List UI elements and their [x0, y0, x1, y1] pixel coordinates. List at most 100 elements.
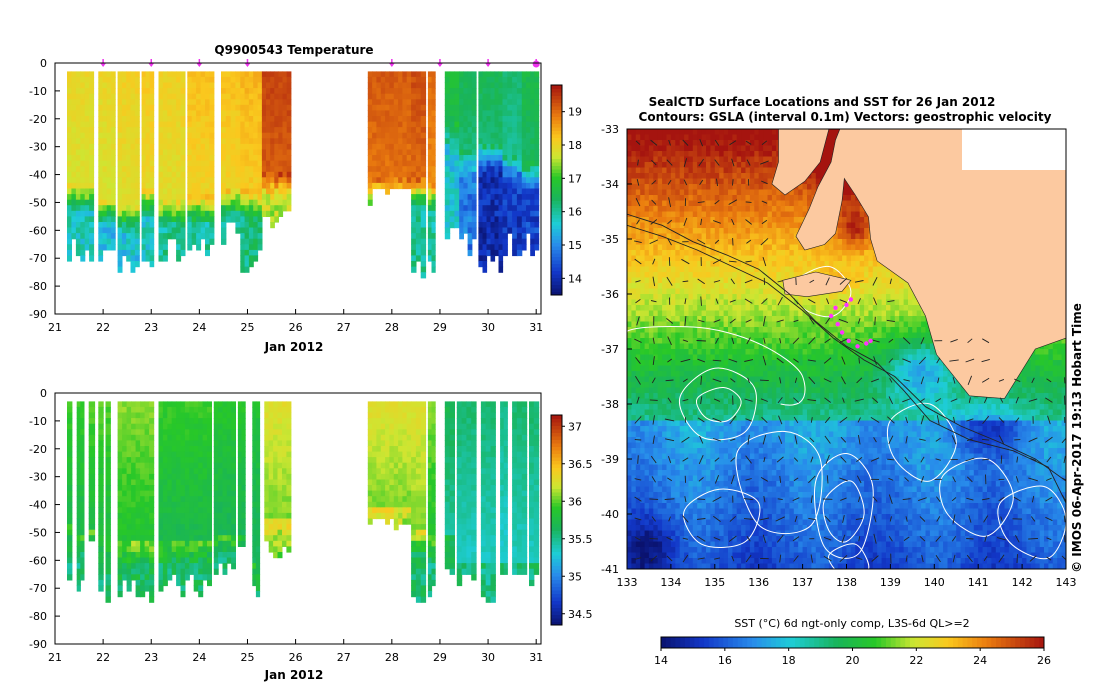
profile-cell — [144, 512, 150, 520]
profile-cell — [467, 160, 473, 167]
profile-cell — [411, 401, 417, 408]
profile-cell — [167, 194, 173, 201]
profile-cell — [205, 199, 210, 206]
profile-cell — [193, 412, 199, 419]
profile-cell — [126, 104, 132, 111]
profile-cell — [482, 155, 488, 162]
profile-cell — [149, 479, 155, 486]
profile-cell — [67, 574, 73, 581]
profile-cell — [529, 524, 535, 531]
profile-cell — [533, 412, 540, 419]
profile-cell — [266, 155, 271, 162]
profile-cell — [533, 496, 540, 503]
profile-cell — [71, 222, 77, 229]
profile-cell — [526, 110, 531, 117]
profile-cell — [398, 149, 403, 156]
profile-cell — [282, 462, 287, 469]
profile-cell — [521, 244, 527, 251]
profile-cell — [449, 524, 455, 531]
colorbar-band — [551, 464, 562, 468]
profile-cell — [171, 552, 177, 559]
profile-cell — [402, 512, 408, 520]
profile-cell — [482, 182, 488, 190]
profile-cell — [516, 233, 523, 240]
profile-cell — [198, 568, 204, 575]
profile-cell — [241, 423, 246, 430]
profile-cell — [420, 104, 427, 111]
profile-cell — [80, 233, 86, 240]
profile-cell — [140, 496, 146, 503]
profile-cell — [180, 591, 186, 598]
profile-cell — [230, 127, 236, 134]
profile-cell — [427, 188, 433, 195]
profile-cell — [512, 457, 518, 464]
profile-cell — [80, 512, 85, 520]
profile-cell — [213, 518, 219, 525]
profile-cell — [255, 585, 261, 592]
profile-cell — [385, 518, 390, 525]
profile-cell — [494, 199, 500, 206]
profile-cell — [380, 104, 386, 111]
profile-cell — [106, 205, 112, 212]
profile-cell — [126, 233, 132, 240]
profile-cell — [286, 468, 292, 475]
profile-cell — [149, 138, 155, 145]
profile-cell — [180, 490, 186, 497]
profile-cell — [191, 82, 197, 89]
profile-cell — [67, 116, 72, 123]
profile-cell — [516, 440, 523, 447]
profile-cell — [126, 429, 132, 436]
profile-cell — [117, 127, 123, 134]
profile-cell — [282, 451, 287, 458]
profile-cell — [231, 518, 236, 525]
profile-cell — [270, 171, 275, 178]
profile-cell — [530, 93, 535, 100]
profile-cell — [98, 557, 104, 564]
profile-cell — [411, 451, 417, 458]
profile-cell — [122, 529, 128, 536]
profile-cell — [526, 143, 531, 151]
profile-cell — [494, 127, 500, 134]
colorbar-band — [551, 99, 562, 103]
profile-cell — [231, 462, 236, 469]
profile-cell — [162, 188, 168, 195]
profile-cell — [88, 496, 96, 503]
profile-cell — [162, 110, 168, 117]
profile-cell — [431, 171, 436, 178]
profile-cell — [454, 222, 460, 229]
profile-cell — [415, 501, 422, 508]
profile-cell — [461, 446, 467, 453]
profile-cell — [471, 188, 477, 195]
profile-cell — [420, 563, 427, 570]
profile-cell — [191, 205, 197, 212]
profile-cell — [209, 222, 215, 229]
profile-cell — [471, 529, 477, 536]
profile-cell — [76, 418, 81, 425]
profile-cell — [149, 249, 155, 257]
profile-cell — [126, 138, 132, 145]
profile-cell — [529, 401, 535, 408]
profile-cell — [76, 473, 81, 481]
profile-cell — [516, 205, 523, 212]
profile-cell — [200, 88, 206, 95]
profile-cell — [385, 496, 390, 503]
profile-cell — [88, 434, 96, 441]
profile-cell — [80, 210, 86, 217]
profile-cell — [507, 199, 513, 206]
profile-cell — [196, 166, 202, 173]
profile-cell — [193, 585, 199, 592]
profile-cell — [126, 222, 132, 229]
profile-cell — [117, 155, 123, 162]
profile-cell — [406, 132, 412, 139]
profile-cell — [376, 71, 382, 78]
profile-cell — [406, 490, 412, 497]
profile-cell — [244, 121, 250, 128]
profile-cell — [67, 233, 72, 240]
profile-cell — [117, 557, 123, 564]
profile-cell — [411, 216, 417, 223]
profile-cell — [512, 546, 518, 553]
profile-cell — [180, 585, 186, 592]
profile-cell — [264, 479, 270, 486]
profile-cell — [67, 194, 72, 201]
